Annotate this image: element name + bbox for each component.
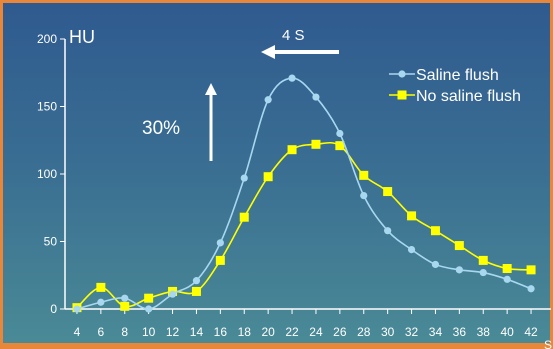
x-tick-label: 18	[238, 325, 252, 339]
no-saline-flush-point	[120, 301, 130, 311]
no-saline-flush-point	[430, 226, 440, 236]
no-saline-flush-point	[144, 293, 154, 303]
legend-no-saline-flush-marker	[397, 90, 407, 100]
saline-flush-point	[336, 129, 344, 138]
no-saline-flush-point	[478, 255, 488, 265]
no-saline-flush-point	[383, 187, 393, 197]
saline-flush-point	[288, 74, 296, 82]
no-saline-flush-point	[96, 282, 106, 292]
x-tick-label: 10	[142, 325, 156, 339]
percent-annotation: 30%	[142, 83, 217, 161]
time-shift-annotation-text: 4 S	[282, 27, 305, 44]
saline-flush-point	[97, 298, 105, 306]
no-saline-flush-point	[215, 255, 225, 265]
saline-flush-point	[121, 294, 129, 302]
y-tick-label: 150	[37, 100, 57, 114]
saline-flush-point	[312, 93, 320, 101]
x-tick-label: 34	[429, 325, 443, 339]
saline-flush-point	[384, 227, 392, 235]
saline-flush-point	[168, 290, 177, 298]
legend: Saline flush No saline flush	[389, 67, 521, 105]
horizontal-arrow-head	[261, 45, 275, 59]
x-tick-label: 20	[261, 325, 275, 339]
y-tick-label: 0	[50, 302, 57, 316]
x-tick-label: 22	[285, 325, 299, 339]
no-saline-flush-line	[76, 141, 532, 309]
y-tick-label: 100	[37, 167, 57, 181]
no-saline-flush-point	[311, 139, 321, 149]
saline-flush-line	[76, 77, 532, 310]
x-tick-label: 32	[405, 325, 419, 339]
no-saline-flush-point	[359, 170, 369, 180]
x-tick-label: 30	[381, 325, 395, 339]
no-saline-flush-point	[287, 145, 297, 155]
series-layer	[72, 74, 536, 313]
no-saline-flush-point	[239, 212, 249, 222]
saline-flush-point	[240, 174, 248, 182]
time-shift-annotation: 4 S	[261, 27, 339, 59]
x-tick-label: 14	[190, 325, 204, 339]
vertical-arrow-head	[205, 83, 217, 95]
x-tick-label: 42	[524, 325, 538, 339]
legend-saline-flush-marker	[398, 70, 406, 78]
no-saline-flush-point	[502, 264, 512, 273]
saline-flush-point	[431, 260, 440, 269]
y-ticks: 0 50 100 150 200	[37, 32, 65, 316]
saline-flush-point	[360, 192, 368, 200]
percent-annotation-text: 30%	[142, 118, 180, 139]
no-saline-flush-point	[407, 211, 417, 221]
saline-flush-point	[455, 266, 463, 274]
no-saline-flush-point	[454, 241, 464, 251]
saline-flush-point	[192, 277, 201, 285]
saline-flush-point	[503, 275, 511, 283]
x-tick-label: 40	[500, 325, 514, 339]
x-tick-label: 26	[333, 325, 347, 339]
y-tick-label: 200	[37, 32, 57, 46]
chart: 0 50 100 150 200 4 6 8 10 12 14 16 18 20 22 24 26 28 30 32…	[37, 27, 552, 349]
x-tick-label: 6	[98, 325, 105, 339]
x-tick-label: 24	[309, 325, 323, 339]
x-tick-label: 8	[121, 325, 128, 339]
x-axis-label: S	[544, 338, 552, 349]
saline-flush-point	[73, 305, 81, 313]
saline-flush-point	[264, 96, 272, 104]
x-ticks: 4 6 8 10 12 14 16 18 20 22 24 26 28 30 32 34 36 38 40 42	[74, 309, 538, 339]
saline-flush-point	[479, 268, 487, 277]
x-tick-label: 36	[453, 325, 467, 339]
saline-flush-point	[527, 285, 535, 293]
no-saline-flush-point	[526, 265, 536, 275]
saline-flush-point	[216, 239, 224, 247]
legend-saline-flush-label: Saline flush	[416, 67, 499, 84]
x-tick-label: 12	[166, 325, 180, 339]
x-tick-label: 16	[214, 325, 228, 339]
no-saline-flush-point	[191, 286, 201, 296]
y-axis-label: HU	[69, 27, 95, 47]
legend-no-saline-flush-label: No saline flush	[416, 88, 521, 105]
y-tick-label: 50	[44, 235, 58, 249]
x-tick-label: 4	[74, 325, 81, 339]
x-tick-label: 38	[477, 325, 491, 339]
x-tick-label: 28	[357, 325, 371, 339]
no-saline-flush-point	[335, 141, 345, 151]
saline-flush-point	[145, 305, 153, 313]
no-saline-flush-point	[263, 172, 273, 182]
saline-flush-point	[407, 246, 416, 254]
